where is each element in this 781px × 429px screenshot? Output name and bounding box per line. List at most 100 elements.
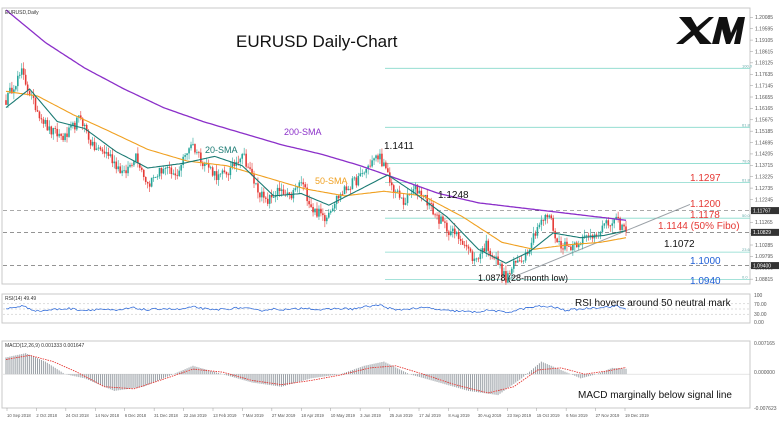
macd-annotation: MACD marginally below signal line bbox=[578, 390, 732, 401]
candle-body bbox=[203, 163, 206, 167]
macd-series bbox=[3, 353, 750, 396]
rsi-tick: 0.00 bbox=[754, 320, 764, 326]
candle-body bbox=[455, 232, 458, 235]
candle-body bbox=[359, 173, 362, 177]
level-0940-label: 1.0940 bbox=[690, 276, 721, 287]
candle-body bbox=[361, 173, 364, 174]
fib-level-tag: 78.6 bbox=[742, 159, 751, 164]
candle-body bbox=[103, 151, 106, 154]
candle-body bbox=[463, 244, 466, 246]
candle-body bbox=[72, 122, 74, 126]
fib-level-tag: 100.0 bbox=[742, 63, 753, 68]
macd-tick: -0.007623 bbox=[754, 406, 777, 412]
candle-body bbox=[501, 263, 503, 277]
candle-body bbox=[503, 271, 505, 277]
price-tick-label: 1.14205 bbox=[755, 152, 773, 158]
candle-body bbox=[160, 167, 163, 174]
candle-body bbox=[318, 208, 320, 217]
date-tick-label: 22 Jan 2019 bbox=[184, 413, 208, 418]
peak-1248-label: 1.1248 bbox=[438, 190, 469, 201]
candle-body bbox=[99, 147, 102, 150]
candle-body bbox=[107, 152, 110, 156]
date-tick-label: 6 Dec 2018 bbox=[125, 413, 147, 418]
xm-logo: XM bbox=[673, 15, 745, 45]
candle-body bbox=[538, 224, 541, 228]
candle-body bbox=[54, 128, 57, 129]
candle-body bbox=[211, 167, 214, 176]
candle-body bbox=[79, 115, 82, 119]
main-panel-border bbox=[1, 7, 751, 285]
candle-body bbox=[497, 256, 499, 265]
date-tick-label: 19 Dec 2019 bbox=[625, 413, 649, 418]
candle-body bbox=[231, 162, 234, 168]
candle-body bbox=[546, 214, 549, 218]
candle-body bbox=[558, 241, 560, 243]
candle-body bbox=[367, 165, 369, 169]
rsi-line bbox=[5, 304, 627, 314]
candle-body bbox=[265, 197, 267, 199]
candle-body bbox=[225, 171, 228, 175]
candle-body bbox=[229, 167, 232, 176]
date-tick-label: 27 Mar 2019 bbox=[272, 413, 296, 418]
candle-body bbox=[550, 215, 553, 219]
candle-body bbox=[430, 203, 432, 204]
candle-body bbox=[123, 170, 125, 172]
candle-body bbox=[109, 154, 112, 156]
candle-body bbox=[97, 147, 100, 149]
candle-body bbox=[64, 133, 66, 141]
candle-body bbox=[448, 231, 450, 236]
candle-body bbox=[129, 164, 131, 167]
candle-body bbox=[619, 218, 621, 231]
candle-body bbox=[87, 131, 90, 140]
candle-body bbox=[453, 228, 456, 235]
candle-body bbox=[298, 182, 301, 188]
candle-body bbox=[40, 118, 43, 120]
level-1072-label: 1.1072 bbox=[664, 239, 695, 250]
candle-body bbox=[518, 260, 521, 262]
candle-body bbox=[589, 235, 592, 237]
candle-body bbox=[459, 238, 462, 241]
candle-body bbox=[585, 235, 588, 237]
candle-body bbox=[249, 167, 251, 169]
candle-body bbox=[343, 186, 346, 195]
date-tick-label: 13 Feb 2019 bbox=[213, 413, 237, 418]
candle-body bbox=[544, 214, 547, 221]
candle-body bbox=[268, 194, 271, 204]
candle-body bbox=[119, 166, 121, 174]
sma50-label: 50-SMA bbox=[315, 176, 348, 186]
candle-body bbox=[424, 194, 427, 197]
candle-body bbox=[286, 192, 289, 195]
date-tick-label: 3 Jun 2019 bbox=[360, 413, 381, 418]
candle-body bbox=[347, 188, 350, 191]
candle-body bbox=[314, 208, 316, 213]
candle-body bbox=[170, 167, 173, 175]
candle-body bbox=[168, 167, 171, 168]
candle-body bbox=[499, 263, 501, 265]
candle-body bbox=[599, 231, 602, 236]
candle-body bbox=[534, 233, 537, 236]
candle-body bbox=[451, 228, 454, 232]
price-tick-label: 1.10285 bbox=[755, 243, 773, 249]
candle-body bbox=[11, 87, 13, 94]
date-tick-label: 31 Dec 2018 bbox=[154, 413, 178, 418]
macd-panel-border bbox=[1, 340, 751, 409]
date-tick-label: 10 Sep 2018 bbox=[7, 413, 31, 418]
low-1-0878-label: 1.0878 (28-month low) bbox=[478, 273, 568, 283]
candle-body bbox=[141, 167, 143, 170]
candle-body bbox=[440, 216, 442, 224]
rsi-panel-border bbox=[1, 293, 751, 324]
candle-body bbox=[601, 225, 604, 232]
candle-body bbox=[184, 155, 186, 157]
candle-body bbox=[142, 169, 145, 178]
candle-body bbox=[7, 93, 9, 105]
level-1000-label: 1.1000 bbox=[690, 256, 721, 267]
candle-body bbox=[522, 260, 525, 262]
candle-body bbox=[436, 214, 438, 216]
candle-body bbox=[575, 242, 578, 248]
level-1144-label: 1.1144 (50% Fibo) bbox=[658, 221, 740, 232]
candle-body bbox=[247, 166, 249, 168]
candle-body bbox=[135, 153, 137, 162]
candle-body bbox=[554, 230, 556, 239]
candle-body bbox=[241, 154, 243, 159]
